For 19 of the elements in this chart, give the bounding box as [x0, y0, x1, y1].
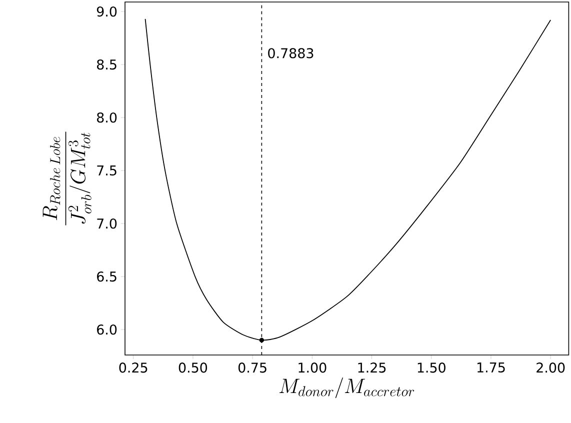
x-tick-label: 0.50 — [178, 362, 208, 373]
x-tick-label: 0.75 — [238, 362, 266, 373]
x-tick-label: 2.00 — [536, 362, 565, 373]
y-tick-label: 7.5 — [97, 166, 116, 176]
x-tick-label: 1.25 — [358, 362, 386, 373]
x-tick-label: 1.75 — [477, 362, 505, 373]
y-tick-label: 8.0 — [96, 112, 117, 123]
x-tick-label: 0.25 — [119, 362, 148, 373]
y-tick-label: 6.5 — [97, 271, 116, 282]
line-series — [144, 18, 552, 341]
y-tick-label: 8.5 — [96, 59, 116, 70]
x-tick-label: 1.50 — [418, 362, 446, 373]
y-tick-label: 9.0 — [96, 6, 117, 17]
y-axis-title: $\frac{R_{Roche\,Lobe}}{J_{orb}^{2}/GM_{tot}^{3}}$ — [42, 132, 92, 226]
x-axis-title: $M_{donor}/M_{accretor}$ — [279, 378, 414, 398]
y-tick-label: 6.0 — [97, 324, 117, 335]
x-tick-label: 1.00 — [298, 362, 326, 373]
ref-line-label: 0.7883 — [268, 48, 314, 58]
y-tick-label: 7.0 — [97, 218, 117, 229]
